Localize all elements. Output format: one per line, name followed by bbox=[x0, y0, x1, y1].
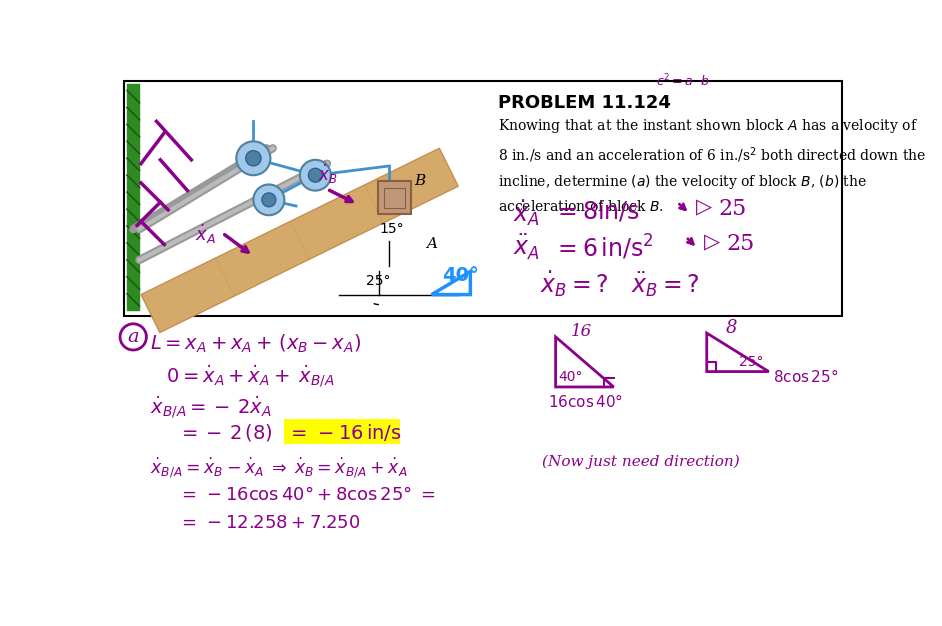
Polygon shape bbox=[378, 182, 411, 213]
Text: $8\cos 25°$: $8\cos 25°$ bbox=[772, 367, 838, 385]
Text: 15°: 15° bbox=[380, 222, 404, 236]
Text: $\dot{x}_B = ?\quad \ddot{x}_B = ?$: $\dot{x}_B = ?\quad \ddot{x}_B = ?$ bbox=[540, 269, 700, 299]
Text: 25: 25 bbox=[719, 198, 747, 220]
Text: $\dot{x}_A$: $\dot{x}_A$ bbox=[195, 222, 217, 245]
Circle shape bbox=[262, 193, 276, 207]
Text: $= 6\,\mathsf{in/s}^2$: $= 6\,\mathsf{in/s}^2$ bbox=[553, 233, 654, 262]
Text: $\triangleright$: $\triangleright$ bbox=[695, 198, 713, 218]
Text: (Now just need direction): (Now just need direction) bbox=[543, 454, 740, 469]
FancyBboxPatch shape bbox=[284, 419, 399, 444]
Circle shape bbox=[253, 185, 284, 215]
Text: $= -\,2\,(8)$: $= -\,2\,(8)$ bbox=[178, 422, 273, 443]
Text: $=\,-16\,\mathsf{in/s}$: $=\,-16\,\mathsf{in/s}$ bbox=[286, 422, 401, 443]
Text: 40°: 40° bbox=[442, 267, 479, 285]
Text: $= 8\mathsf{in/s}$: $= 8\mathsf{in/s}$ bbox=[553, 198, 640, 223]
Text: 40°: 40° bbox=[559, 370, 583, 384]
Text: $\triangleright$: $\triangleright$ bbox=[703, 233, 721, 253]
Bar bbox=[124, 81, 841, 316]
Text: 8: 8 bbox=[726, 319, 738, 337]
Text: B: B bbox=[414, 174, 426, 188]
Text: $16\cos 40°$: $16\cos 40°$ bbox=[548, 393, 623, 410]
Circle shape bbox=[246, 151, 261, 166]
Text: a: a bbox=[127, 328, 139, 346]
Text: $\ddot{x}_A$: $\ddot{x}_A$ bbox=[513, 233, 540, 262]
Text: $L = x_A + x_A + \,(x_B - x_A)$: $L = x_A + x_A + \,(x_B - x_A)$ bbox=[151, 333, 362, 356]
Text: $0 = \dot{x}_A + \dot{x}_A + \;\dot{x}_{B/A}$: $0 = \dot{x}_A + \dot{x}_A + \;\dot{x}_{… bbox=[166, 364, 334, 391]
Text: PROBLEM 11.124: PROBLEM 11.124 bbox=[497, 95, 671, 113]
Text: $\dot{x}_{B/A} = -\,2\dot{x}_A$: $\dot{x}_{B/A} = -\,2\dot{x}_A$ bbox=[151, 394, 272, 421]
Circle shape bbox=[236, 141, 270, 175]
Text: 25: 25 bbox=[726, 233, 755, 255]
Text: $\dot{x}_{B/A} = \dot{x}_B - \dot{x}_A \;\Rightarrow\; \dot{x}_B = \dot{x}_{B/A}: $\dot{x}_{B/A} = \dot{x}_B - \dot{x}_A \… bbox=[151, 454, 408, 480]
Text: $\dot{x}_A$: $\dot{x}_A$ bbox=[513, 198, 540, 228]
Text: $c^2 = a\ \ b$: $c^2 = a\ \ b$ bbox=[657, 73, 710, 90]
Text: Knowing that at the instant shown block $A$ has a velocity of
8 in./s and an acc: Knowing that at the instant shown block … bbox=[497, 118, 926, 214]
Text: $\dot{x}_B$: $\dot{x}_B$ bbox=[317, 163, 337, 187]
Text: A: A bbox=[426, 237, 437, 252]
Circle shape bbox=[308, 168, 322, 182]
Polygon shape bbox=[141, 148, 458, 332]
Circle shape bbox=[300, 160, 331, 191]
Circle shape bbox=[120, 324, 146, 350]
Text: 25°: 25° bbox=[365, 274, 390, 287]
Text: 25°: 25° bbox=[739, 355, 764, 369]
Text: 16: 16 bbox=[571, 323, 593, 340]
Text: $=\,-12.258 + 7.250$: $=\,-12.258 + 7.250$ bbox=[178, 514, 361, 532]
Text: $=\,-16\cos 40° + 8\cos 25°\; =$: $=\,-16\cos 40° + 8\cos 25°\; =$ bbox=[178, 486, 435, 503]
